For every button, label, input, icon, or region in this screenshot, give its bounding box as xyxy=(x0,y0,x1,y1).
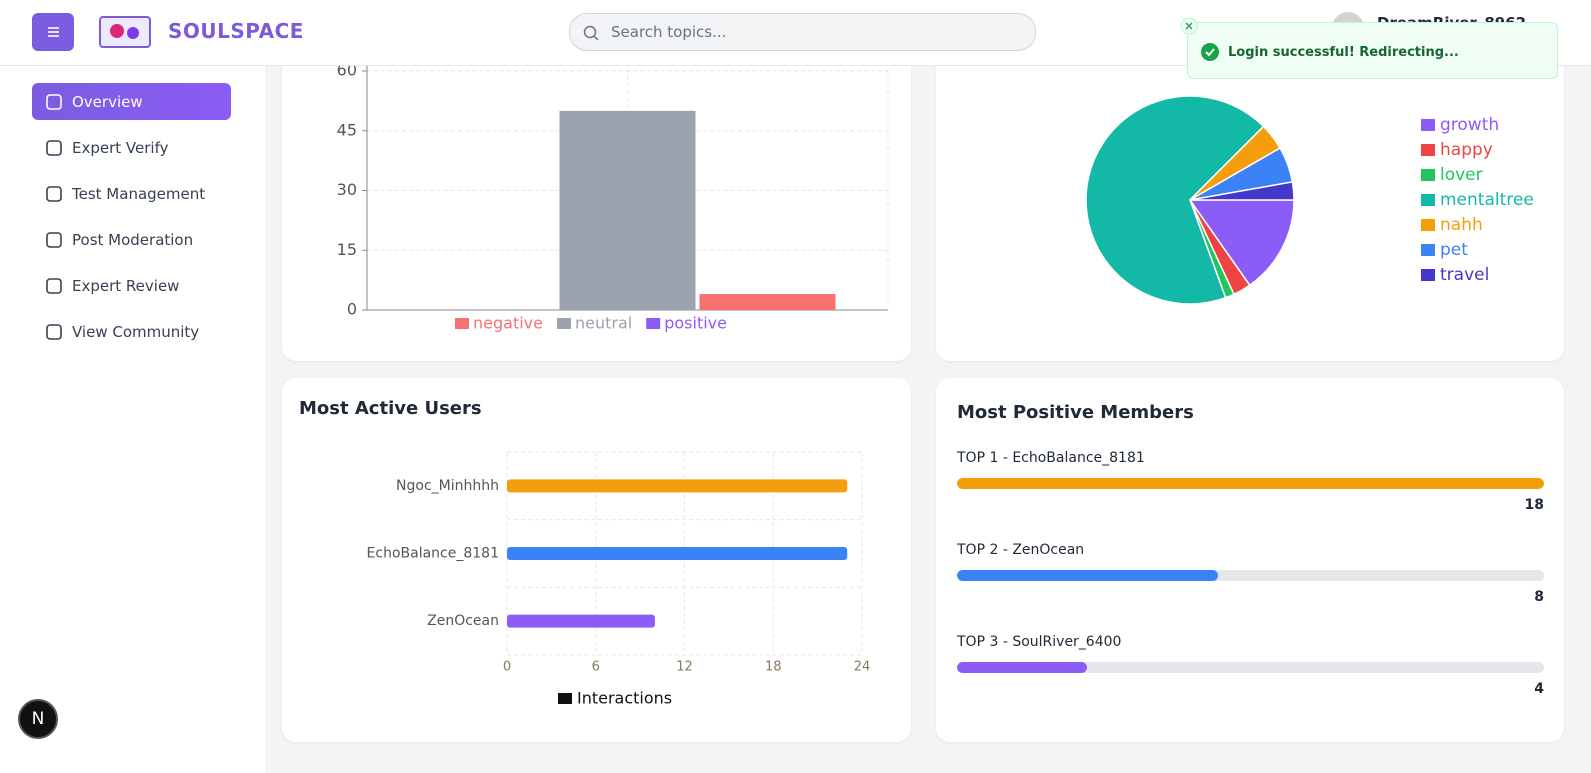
brand: SOULSPACE xyxy=(168,19,304,43)
y-tick-label: ZenOcean xyxy=(427,613,499,629)
x-tick-label: 6 xyxy=(592,660,600,675)
nav-label: Test Management xyxy=(72,184,206,203)
member-label: TOP 1 - EchoBalance_8181 xyxy=(957,450,1145,466)
progress-track xyxy=(957,662,1544,673)
legend-swatch xyxy=(558,693,572,704)
legend-label: nahh xyxy=(1440,215,1483,235)
pie-slice xyxy=(1188,199,1295,287)
nav-label: Post Moderation xyxy=(72,230,194,249)
sidebar: Overview Expert Verify Test Management Post… xyxy=(0,66,265,773)
y-tick-label: 45 xyxy=(337,120,357,139)
active-users-chart: Most Active Users 0 6 12 18 24 Ngoc_Minhhhh Ech… xyxy=(299,398,871,708)
member-value: 18 xyxy=(1524,497,1544,513)
nav-label: Overview xyxy=(72,92,143,111)
menu-button[interactable] xyxy=(32,13,74,51)
legend-label: travel xyxy=(1440,265,1489,285)
bar xyxy=(699,294,836,310)
nav-icon xyxy=(46,231,62,248)
menu-icon xyxy=(48,27,59,37)
bar xyxy=(507,614,655,628)
bar xyxy=(507,479,848,493)
topic-chart: growth happy lover mentaltree nahh pet travel xyxy=(1085,95,1534,305)
pie-slice xyxy=(1085,95,1265,305)
toast-close[interactable] xyxy=(1180,17,1198,35)
member-value: 8 xyxy=(1534,589,1544,605)
nav-item[interactable]: Expert Review xyxy=(32,267,231,304)
nav-item[interactable]: Test Management xyxy=(32,175,231,212)
nav-item[interactable]: Expert Verify xyxy=(32,129,231,166)
nav-icon xyxy=(46,93,62,110)
card-title: Most Active Users xyxy=(299,398,482,419)
positive-members-card: Most Positive Members TOP 1 - EchoBalanc… xyxy=(936,378,1564,742)
legend-swatch xyxy=(455,318,469,329)
nav-label: Expert Verify xyxy=(72,138,169,157)
toast-icon xyxy=(1201,43,1219,61)
x-tick-label: 12 xyxy=(676,660,693,675)
badge[interactable]: N xyxy=(18,699,58,739)
legend-swatch xyxy=(1421,169,1435,181)
bar xyxy=(507,547,848,560)
legend-swatch xyxy=(1421,269,1435,281)
legend-swatch xyxy=(1421,119,1435,131)
nav-icon xyxy=(46,139,62,156)
legend-swatch xyxy=(1421,144,1435,156)
toast-message: Login successful! Redirecting... xyxy=(1228,45,1459,60)
progress-track xyxy=(957,570,1544,581)
legend-label: negative xyxy=(473,314,543,333)
nav-icon xyxy=(46,277,62,294)
member-label: TOP 3 - SoulRiver_6400 xyxy=(957,634,1122,650)
bar xyxy=(559,110,696,310)
progress-bar xyxy=(957,478,1544,489)
legend-label: growth xyxy=(1440,115,1499,135)
sentiment-card: 0 15 30 45 60 negative neutral positive xyxy=(282,40,911,361)
progress-bar xyxy=(957,662,1088,673)
nav-label: Expert Review xyxy=(72,276,180,295)
logo xyxy=(99,16,151,48)
legend-label: lover xyxy=(1440,165,1483,185)
search-box[interactable]: Search topics... xyxy=(569,13,1036,51)
y-tick-label: EchoBalance_8181 xyxy=(367,546,499,562)
y-tick-label: 30 xyxy=(337,180,357,199)
progress-bar xyxy=(957,570,1218,581)
nav-item[interactable]: Post Moderation xyxy=(32,221,231,258)
nav-item[interactable]: Overview xyxy=(32,83,231,120)
member-label: TOP 2 - ZenOcean xyxy=(957,542,1085,558)
nav-icon xyxy=(46,323,62,340)
progress-track xyxy=(957,478,1544,489)
search-placeholder: Search topics... xyxy=(611,23,727,41)
y-tick-label: 15 xyxy=(337,240,357,259)
legend-label: pet xyxy=(1440,240,1468,260)
legend-label: happy xyxy=(1440,140,1493,160)
legend-swatch xyxy=(646,318,661,329)
y-tick-label: 0 xyxy=(347,300,357,319)
card-title: Most Positive Members xyxy=(957,402,1194,423)
legend-label: neutral xyxy=(575,314,632,333)
legend-label: mentaltree xyxy=(1440,190,1534,210)
legend-label: positive xyxy=(664,314,727,333)
legend-swatch xyxy=(1421,194,1435,206)
nav-label: View Community xyxy=(72,322,200,341)
x-tick-label: 24 xyxy=(854,660,871,675)
active-users-card: Most Active Users 0 6 12 18 24 Ngoc_Minhhhh Ech… xyxy=(282,378,911,742)
nav-icon xyxy=(46,185,62,202)
pie-slice xyxy=(1189,181,1295,201)
nav-item[interactable]: View Community xyxy=(32,313,231,350)
legend-swatch xyxy=(1421,219,1435,231)
topic-card: growth happy lover mentaltree nahh pet travel xyxy=(936,40,1564,361)
member-value: 4 xyxy=(1534,681,1544,697)
x-tick-label: 0 xyxy=(503,660,511,675)
x-tick-label: 18 xyxy=(765,660,782,675)
legend-label: Interactions xyxy=(577,689,672,708)
legend-swatch xyxy=(556,318,571,329)
toast: Login successful! Redirecting... xyxy=(1180,17,1558,79)
search-icon xyxy=(583,25,599,41)
legend-swatch xyxy=(1421,244,1435,256)
y-tick-label: Ngoc_Minhhhh xyxy=(396,478,499,494)
